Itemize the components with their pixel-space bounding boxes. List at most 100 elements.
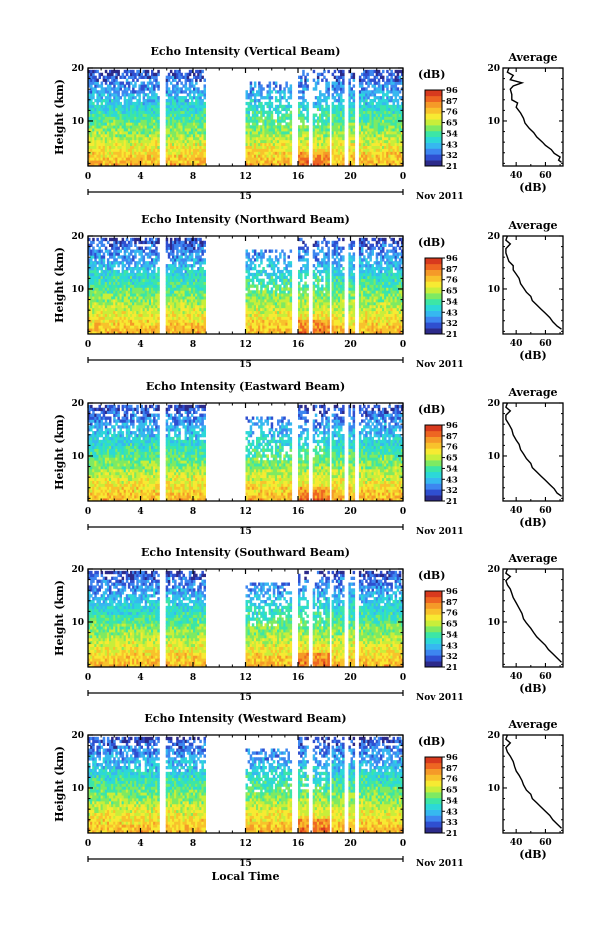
heatmap-cell [197,252,200,255]
heatmap-cell [386,76,389,79]
heatmap-cell [342,105,345,108]
heatmap-cell [342,151,345,154]
heatmap-cell [155,93,158,96]
heatmap-cell [117,252,120,255]
heatmap-cell [132,270,135,273]
heatmap-cell [273,87,276,90]
heatmap-cell [115,79,118,82]
heatmap-cell [285,84,288,87]
heatmap-cell [338,79,341,82]
heatmap-cell [153,264,156,267]
heatmap-cell [191,82,194,85]
heatmap-cell [372,73,375,76]
heatmap-cell [353,105,356,108]
heatmap-cell [327,114,330,117]
heatmap-cell [382,87,385,90]
heatmap-cell [290,114,293,117]
heatmap-cell [199,73,202,76]
heatmap-cell [157,134,160,137]
heatmap-cell [353,102,356,105]
heatmap-cell [306,125,309,128]
average-profile: Average40602010(dB) [487,51,563,194]
heatmap-cell [290,149,293,152]
heatmap-cell [94,87,97,90]
heatmap-cell [285,99,288,102]
heatmap-cell [317,82,320,85]
heatmap-cell [382,96,385,99]
heatmap-cell [302,119,305,122]
heatmap-cell [157,122,160,125]
heatmap-cell [166,241,169,244]
heatmap-cell [105,82,108,85]
heatmap-cell [193,247,196,250]
heatmap-cell [147,70,150,73]
colorbar-swatch [425,131,442,137]
heatmap-cell [317,76,320,79]
colorbar-swatch [425,148,442,154]
heatmap-cell [132,87,135,90]
heatmap-cell [390,96,393,99]
heatmap-cell [359,76,362,79]
heatmap-cell [327,137,330,140]
heatmap-cell [374,79,377,82]
heatmap-cell [353,146,356,149]
heatmap-cell [319,102,322,105]
heatmap-cell [397,99,400,102]
colorbar-swatch [425,154,442,160]
colorbar-tick-label: 21 [446,162,458,172]
heatmap-cell [304,76,307,79]
heatmap-cell [153,270,156,273]
heatmap-cell [101,267,104,270]
heatmap-cell [134,255,137,258]
heatmap-cell [157,273,160,276]
heatmap-cell [155,250,158,253]
heatmap-cell [170,238,173,241]
heatmap-cell [168,255,171,258]
heatmap-cell [204,137,207,140]
heatmap-cell [342,131,345,134]
heatmap-cell [340,96,343,99]
heatmap-cell [353,79,356,82]
heatmap-cell [327,134,330,137]
heatmap-cell [138,99,141,102]
heatmap-cell [155,79,158,82]
heatmap-cell [115,238,118,241]
heatmap-cell [342,140,345,143]
heatmap-cell [306,131,309,134]
heatmap-cell [342,122,345,125]
heatmap-cell [290,122,293,125]
heatmap-cell [397,73,400,76]
heatmap-cell [138,270,141,273]
heatmap-cell [327,131,330,134]
heatmap-cell [204,87,207,90]
heatmap-cell [254,84,257,87]
heatmap-cell [176,82,179,85]
heatmap-cell [306,149,309,152]
profile-x-tick-label: 60 [539,171,552,181]
heatmap-cell [353,151,356,154]
heatmap-cell [176,252,179,255]
heatmap-cell [271,90,274,93]
heatmap-cell [342,149,345,152]
heatmap-cell [132,70,135,73]
heatmap-cell [168,87,171,90]
heatmap-cell [101,250,104,253]
heatmap-cell [124,76,127,79]
heatmap-cell [306,146,309,149]
heatmap-cell [327,70,330,73]
heatmap-cell [306,134,309,137]
heatmap-cell [269,87,272,90]
panel-2: Echo Intensity (Northward Beam)048121620… [53,213,563,370]
heatmap-cell [185,252,188,255]
heatmap-cell [128,84,130,87]
heatmap-cell [348,99,351,102]
heatmap-cell [279,93,282,96]
heatmap-cell [374,93,377,96]
heatmap-cell [128,255,130,258]
heatmap-cell [120,96,123,99]
heatmap-cell [246,90,249,93]
heatmap-cell [157,114,160,117]
heatmap-cell [201,76,204,79]
heatmap-cell [290,119,293,122]
heatmap-cell [300,111,303,114]
